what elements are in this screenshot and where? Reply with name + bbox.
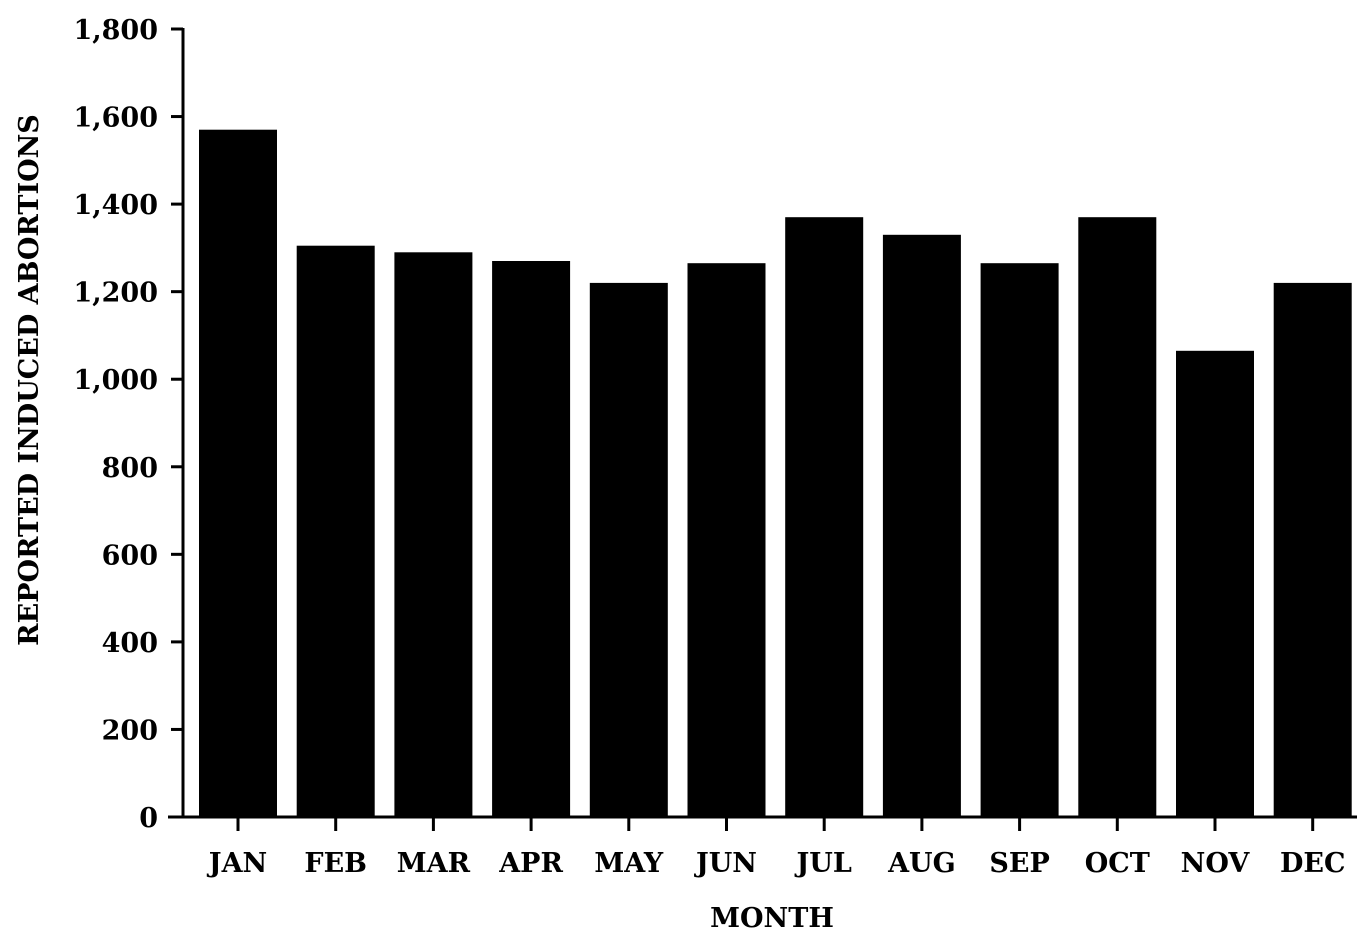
bar-may bbox=[589, 282, 668, 817]
x-tick-label-nov: NOV bbox=[1181, 848, 1251, 879]
y-tick-label: 200 bbox=[102, 715, 158, 746]
x-tick-label-jun: JUN bbox=[694, 848, 757, 879]
y-tick-label: 1,000 bbox=[73, 365, 158, 396]
x-tick-label-jan: JAN bbox=[207, 848, 267, 879]
y-tick-label: 0 bbox=[139, 803, 158, 834]
x-tick-label-sep: SEP bbox=[989, 848, 1049, 879]
x-tick-label-may: MAY bbox=[594, 848, 663, 879]
y-tick-label: 800 bbox=[102, 453, 158, 484]
x-axis-title: MONTH bbox=[710, 903, 834, 934]
bar-jul bbox=[785, 217, 864, 817]
bar-jan bbox=[199, 129, 277, 817]
bar-oct bbox=[1078, 217, 1157, 817]
bar-apr bbox=[492, 261, 571, 817]
y-tick-label: 1,800 bbox=[73, 15, 158, 46]
x-ticks: JAN FEB MAR APR MAY JUN JUL AUG SEP OCT NOV DEC bbox=[207, 817, 1345, 879]
x-tick-label-feb: FEB bbox=[304, 848, 367, 879]
bar-feb bbox=[296, 245, 375, 817]
x-tick-label-oct: OCT bbox=[1085, 848, 1150, 879]
x-tick-label-apr: APR bbox=[498, 848, 563, 879]
y-tick-label: 1,600 bbox=[73, 103, 158, 134]
bar-nov bbox=[1176, 350, 1254, 817]
bar-aug bbox=[882, 234, 961, 818]
bars bbox=[199, 129, 1352, 818]
y-tick-label: 400 bbox=[102, 628, 158, 659]
bar-sep bbox=[980, 263, 1059, 817]
bar-jun bbox=[687, 263, 766, 817]
y-ticks: 0 200 400 600 800 1,000 1,200 1,400 1,600 1,800 bbox=[73, 15, 183, 834]
bar-mar bbox=[394, 252, 473, 818]
y-axis-title: REPORTED INDUCED ABORTIONS bbox=[14, 114, 45, 646]
x-tick-label-aug: AUG bbox=[887, 848, 956, 879]
y-tick-label: 1,400 bbox=[73, 190, 158, 221]
y-tick-label: 600 bbox=[102, 540, 158, 571]
bar-dec bbox=[1273, 282, 1352, 817]
y-tick-label: 1,200 bbox=[73, 278, 158, 309]
x-tick-label-jul: JUL bbox=[795, 848, 852, 879]
x-tick-label-dec: DEC bbox=[1280, 848, 1345, 879]
x-tick-label-mar: MAR bbox=[397, 848, 471, 879]
